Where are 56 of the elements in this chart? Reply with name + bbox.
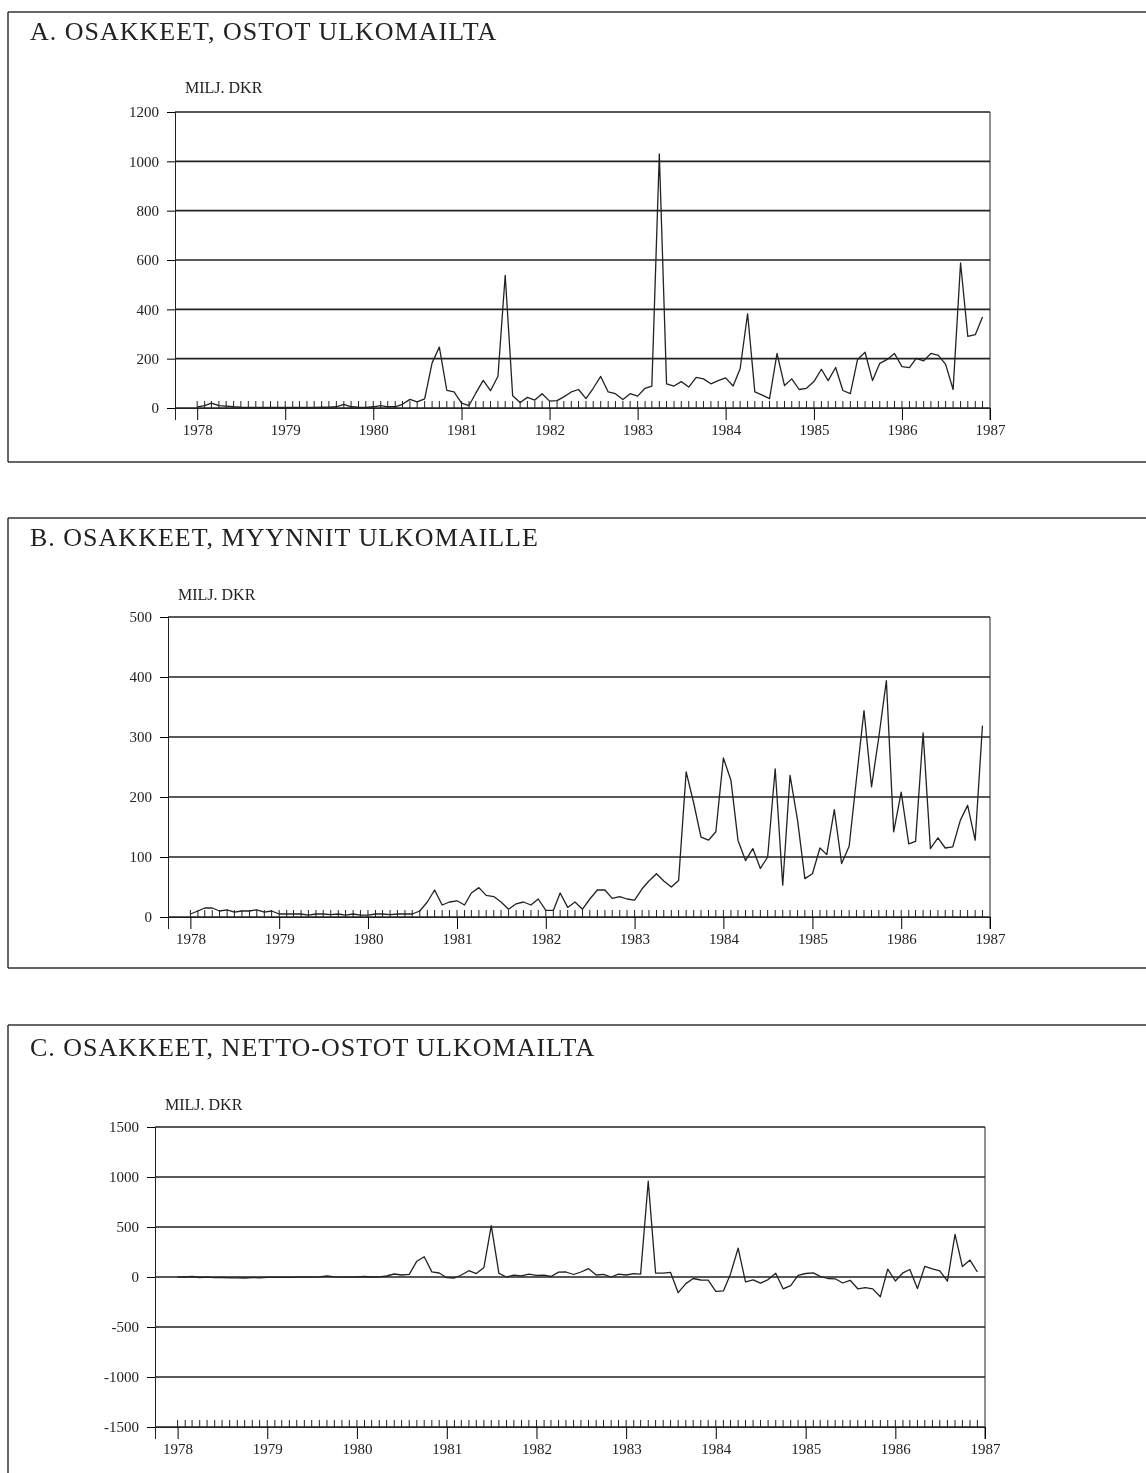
x-tick-label: 1979 — [264, 930, 295, 947]
x-tick-label: 1981 — [442, 930, 473, 947]
y-tick-label: 500 — [129, 609, 152, 626]
y-tick-label: 400 — [136, 301, 159, 318]
x-tick-label: 1978 — [182, 421, 213, 438]
x-tick-label: 1987 — [975, 421, 1006, 438]
y-tick-label: 1000 — [129, 153, 159, 170]
y-tick-label: 300 — [129, 729, 152, 746]
x-tick-label: 1985 — [791, 1440, 822, 1457]
x-tick-label: 1984 — [708, 930, 740, 947]
y-axis-title: MILJ. DKR — [178, 586, 256, 603]
x-tick-label: 1985 — [799, 421, 830, 438]
x-tick-label: 1980 — [353, 930, 384, 947]
x-tick-label: 1987 — [975, 930, 1006, 947]
y-tick-label: 1500 — [109, 1119, 139, 1136]
x-tick-label: 1981 — [447, 421, 478, 438]
y-tick-label: 600 — [136, 252, 159, 269]
x-tick-label: 1979 — [270, 421, 301, 438]
x-tick-label: 1987 — [970, 1440, 1001, 1457]
y-tick-label: 800 — [136, 202, 159, 219]
x-tick-label: 1986 — [886, 930, 918, 947]
x-tick-label: 1984 — [701, 1440, 732, 1457]
y-tick-label: 500 — [116, 1219, 139, 1236]
x-tick-label: 1982 — [521, 1440, 552, 1457]
x-tick-label: 1983 — [620, 930, 651, 947]
x-tick-label: 1978 — [175, 930, 206, 947]
y-axis-title: MILJ. DKR — [165, 1096, 243, 1113]
x-tick-label: 1986 — [887, 421, 918, 438]
x-tick-label: 1980 — [358, 421, 389, 438]
y-tick-label: 200 — [129, 789, 152, 806]
y-axis-title: MILJ. DKR — [185, 79, 263, 96]
x-tick-label: 1985 — [797, 930, 828, 947]
x-tick-label: 1980 — [342, 1440, 373, 1457]
y-tick-label: -1500 — [104, 1419, 139, 1436]
x-tick-label: 1982 — [535, 421, 566, 438]
y-tick-label: 0 — [151, 400, 159, 417]
chart-title: A. OSAKKEET, OSTOT ULKOMAILTA — [30, 17, 498, 46]
x-tick-label: 1979 — [252, 1440, 283, 1457]
chart-title: C. OSAKKEET, NETTO-OSTOT ULKOMAILTA — [30, 1033, 596, 1062]
x-tick-label: 1986 — [880, 1440, 912, 1457]
x-tick-label: 1983 — [623, 421, 654, 438]
y-tick-label: 100 — [129, 849, 152, 866]
y-tick-label: 1000 — [109, 1169, 139, 1186]
x-tick-label: 1982 — [531, 930, 562, 947]
x-tick-label: 1981 — [432, 1440, 463, 1457]
y-tick-label: 400 — [129, 669, 152, 686]
y-tick-label: -500 — [111, 1319, 139, 1336]
x-tick-label: 1978 — [163, 1440, 194, 1457]
x-tick-label: 1984 — [711, 421, 742, 438]
y-tick-label: 0 — [131, 1269, 139, 1286]
y-tick-label: -1000 — [104, 1369, 139, 1386]
y-tick-label: 0 — [144, 909, 152, 926]
y-tick-label: 200 — [136, 350, 159, 367]
chart-title: B. OSAKKEET, MYYNNIT ULKOMAILLE — [30, 523, 539, 552]
x-tick-label: 1983 — [611, 1440, 642, 1457]
y-tick-label: 1200 — [129, 104, 159, 121]
